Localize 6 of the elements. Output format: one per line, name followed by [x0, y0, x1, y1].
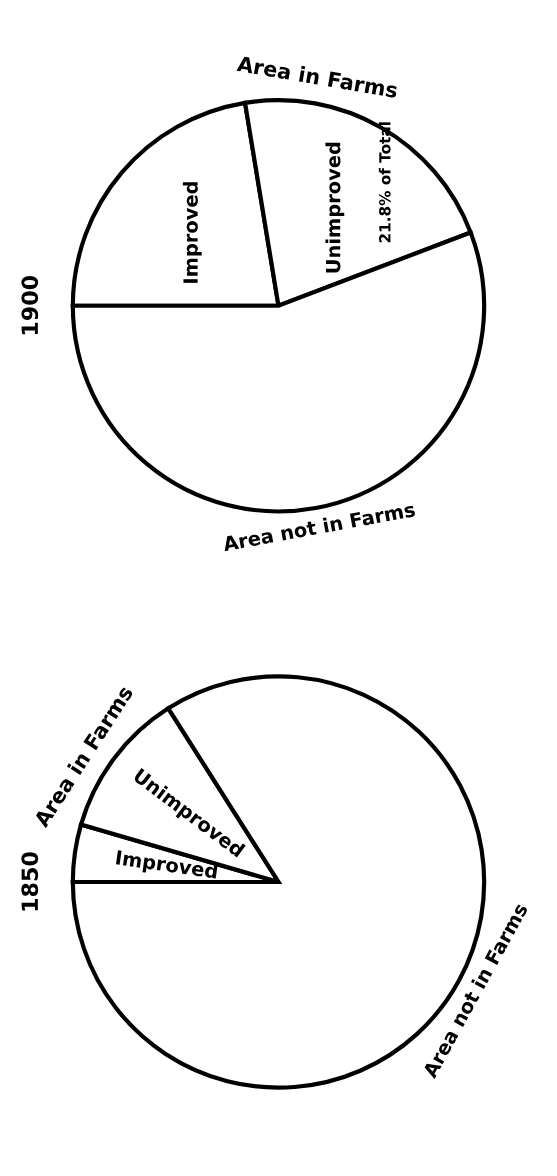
slice-label: Improved [182, 182, 202, 283]
slice-label: Unimproved [325, 142, 345, 273]
text: 1900 [21, 275, 39, 335]
text: 1850 [21, 852, 39, 911]
text: Area in Farms [236, 55, 399, 99]
slice-label: Area not in Farms [222, 501, 416, 552]
